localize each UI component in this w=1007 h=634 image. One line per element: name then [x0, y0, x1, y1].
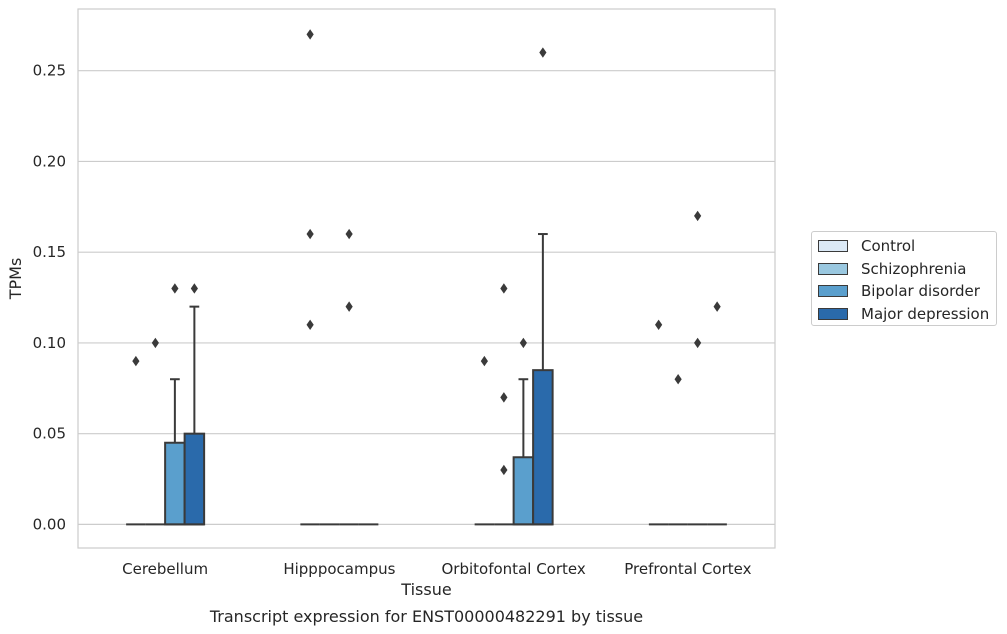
- plot-frame: [77, 8, 776, 549]
- outlier-point: [500, 392, 508, 403]
- legend-swatch-major-depression: [818, 307, 848, 320]
- outlier-point: [306, 29, 314, 40]
- x-tick-label: Orbitofontal Cortex: [442, 560, 586, 578]
- legend-item-bipolar-disorder: Bipolar disorder: [818, 280, 996, 303]
- outlier-point: [500, 283, 508, 294]
- legend-label-bipolar-disorder: Bipolar disorder: [861, 282, 980, 301]
- y-tick-label: 0.10: [33, 334, 66, 352]
- outlier-point: [655, 319, 663, 330]
- legend: Control Schizophrenia Bipolar disorder M…: [811, 231, 997, 326]
- outlier-point: [480, 355, 488, 367]
- outlier-point: [519, 337, 527, 349]
- outlier-point: [713, 301, 721, 312]
- legend-item-schizophrenia: Schizophrenia: [818, 258, 996, 281]
- y-tick-labels: 0.00 0.05 0.10 0.15 0.20 0.25: [33, 62, 66, 534]
- outlier-point: [151, 337, 159, 349]
- legend-item-control: Control: [818, 235, 996, 258]
- box: [532, 369, 554, 526]
- y-tick-label: 0.15: [33, 243, 66, 261]
- plot-marks: [126, 29, 727, 526]
- box: [183, 432, 206, 526]
- outlier-point: [132, 355, 140, 367]
- x-tick-labels: Cerebellum Hipppocampus Orbitofontal Corte…: [122, 560, 751, 578]
- x-tick-label: Cerebellum: [122, 560, 208, 578]
- outlier-point: [306, 319, 314, 330]
- legend-label-major-depression: Major depression: [861, 304, 990, 323]
- y-tick-label: 0.05: [33, 425, 66, 443]
- outlier-point: [345, 301, 353, 312]
- legend-label-control: Control: [861, 237, 916, 256]
- outlier-point: [674, 374, 682, 385]
- x-axis-label: Tissue: [400, 580, 451, 599]
- outlier-point: [694, 337, 702, 349]
- y-tick-label: 0.00: [33, 515, 66, 533]
- legend-swatch-control: [818, 240, 848, 253]
- box: [512, 456, 535, 526]
- chart-title: Transcript expression for ENST0000048229…: [209, 607, 643, 626]
- outlier-point: [190, 283, 198, 294]
- outlier-point: [306, 228, 314, 240]
- x-tick-label: Prefrontal Cortex: [624, 560, 751, 578]
- legend-swatch-schizophrenia: [818, 262, 848, 275]
- y-axis-label: TPMs: [6, 258, 25, 301]
- x-tick-label: Hipppocampus: [283, 560, 395, 578]
- y-tick-label: 0.20: [33, 152, 66, 170]
- outlier-point: [171, 283, 179, 294]
- y-tick-label: 0.25: [33, 62, 66, 80]
- legend-label-schizophrenia: Schizophrenia: [861, 259, 967, 278]
- legend-swatch-bipolar-disorder: [818, 285, 848, 298]
- outlier-point: [694, 210, 702, 222]
- box: [164, 441, 186, 526]
- outlier-point: [539, 47, 547, 58]
- outlier-point: [345, 228, 353, 240]
- outlier-point: [500, 464, 508, 476]
- legend-item-major-depression: Major depression: [818, 303, 996, 326]
